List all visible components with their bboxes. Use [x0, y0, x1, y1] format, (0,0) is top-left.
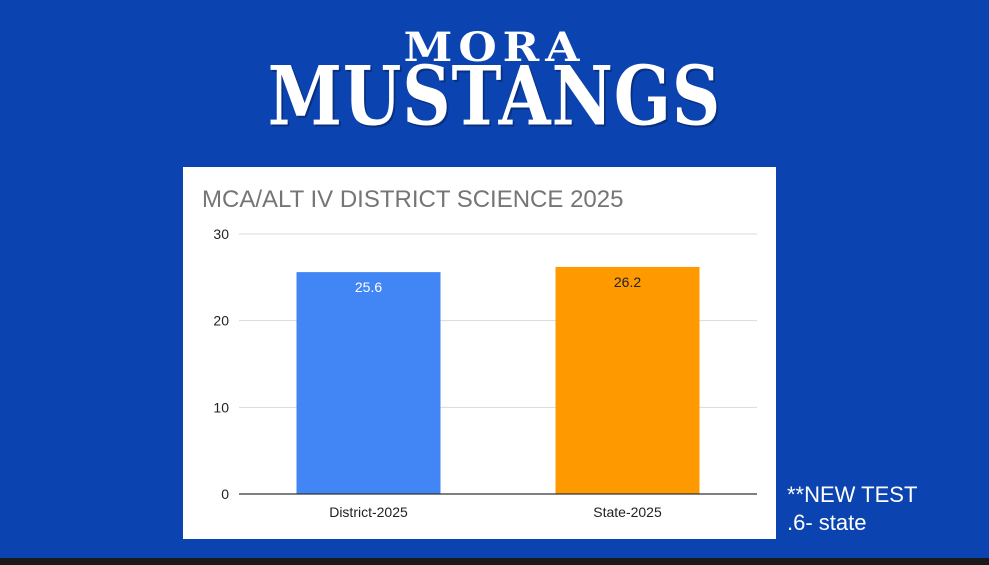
- x-tick-label: State-2025: [593, 504, 662, 520]
- chart-title: MCA/ALT IV DISTRICT SCIENCE 2025: [202, 186, 623, 213]
- y-tick-label: 10: [213, 399, 229, 415]
- y-tick-label: 20: [213, 313, 229, 329]
- data-label: 25.6: [355, 279, 382, 295]
- note-line-new-test: **NEW TEST: [787, 482, 918, 507]
- y-tick-label: 0: [221, 486, 229, 502]
- logo-mora-text: MORA: [403, 24, 586, 71]
- x-tick-label: District-2025: [329, 504, 408, 520]
- note-line-state: .6- state: [787, 510, 867, 535]
- note-text: **NEW TEST .6- state: [787, 481, 917, 537]
- chart-card: MCA/ALT IV DISTRICT SCIENCE 2025 0 10 20 30…: [183, 167, 776, 539]
- y-tick-label: 30: [213, 226, 229, 242]
- bottom-bar: [0, 558, 989, 565]
- logo-mustangs-text: MUSTANGS: [267, 48, 722, 145]
- bar: [296, 272, 441, 494]
- bar: [555, 266, 700, 494]
- bar-chart: MCA/ALT IV DISTRICT SCIENCE 2025 0 10 20 30…: [202, 186, 757, 520]
- data-label: 26.2: [614, 274, 641, 290]
